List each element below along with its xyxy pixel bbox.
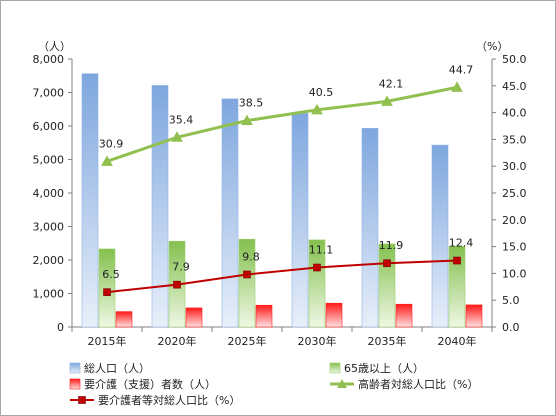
left-axis-tick-label: 2,000 <box>33 254 65 267</box>
bar-series-2 <box>308 239 326 328</box>
bar-series-2 <box>378 243 396 328</box>
legend-swatch <box>69 378 81 390</box>
left-axis-unit: （人） <box>38 40 71 53</box>
bar-series-1 <box>361 128 379 328</box>
right-axis-tick-label: 40.0 <box>502 107 527 120</box>
bar-series-2 <box>98 248 116 328</box>
legend: 総人口（人） 65歳以上（人） 要介護（支援）者数（人） 高齢者対総人口比（%） 要介護… <box>69 361 478 407</box>
line-series-1 <box>106 85 458 163</box>
right-axis-unit: （%） <box>476 40 508 53</box>
data-label: 35.4 <box>169 113 194 126</box>
left-axis-tick-label: 5,000 <box>33 154 65 167</box>
legend-label: 65歳以上（人） <box>344 362 424 375</box>
left-axis-tick-label: 6,000 <box>33 120 65 133</box>
bars <box>81 73 483 328</box>
square-marker <box>313 263 321 272</box>
x-axis-tick-label: 2025年 <box>228 334 267 348</box>
legend-swatch <box>69 362 81 374</box>
square-marker <box>243 270 251 279</box>
left-axis-tick-label: 4,000 <box>33 187 65 200</box>
lines <box>101 81 463 296</box>
x-axis-tick-label: 2030年 <box>298 334 337 348</box>
legend-label: 要介護（支援）者数（人） <box>84 377 216 391</box>
data-label: 9.8 <box>242 250 260 263</box>
bar-series-3 <box>185 307 203 328</box>
legend-label: 高齢者対総人口比（%） <box>358 377 478 391</box>
bar-series-3 <box>255 304 273 328</box>
right-axis-tick-label: 25.0 <box>502 187 527 200</box>
x-axis-tick-label: 2040年 <box>438 334 477 348</box>
triangle-marker <box>451 81 463 92</box>
legend-label: 要介護者等対総人口比（%） <box>98 393 240 407</box>
square-marker <box>103 288 111 296</box>
legend-label: 総人口（人） <box>84 361 150 375</box>
triangle-marker <box>241 114 253 126</box>
right-axis-tick-label: 5.0 <box>502 294 520 307</box>
bar-series-1 <box>291 112 309 328</box>
data-labels: 30.9 35.4 38.5 40.5 42.1 44.7 6.5 7.9 9.8 11.1 11.… <box>99 63 474 281</box>
right-axis-tick-label: 45.0 <box>502 80 527 93</box>
triangle-marker <box>171 131 183 142</box>
left-axis-tick-label: 7,000 <box>33 87 65 100</box>
left-axis-tick-label: 0 <box>57 321 64 334</box>
square-marker <box>173 280 181 289</box>
data-label: 7.9 <box>172 261 190 274</box>
x-axis-tick-label: 2020年 <box>158 334 197 348</box>
data-label: 40.5 <box>309 86 334 99</box>
data-label: 11.1 <box>309 244 334 257</box>
data-label: 44.7 <box>449 63 474 76</box>
triangle-marker <box>381 95 393 106</box>
right-axis-tick-label: 10.0 <box>502 267 527 280</box>
triangle-marker <box>311 103 323 115</box>
x-axis-tick-label: 2035年 <box>368 334 407 348</box>
square-marker <box>453 256 461 265</box>
bar-series-3 <box>325 302 343 328</box>
bar-series-2 <box>448 245 466 328</box>
right-axis-tick-label: 50.0 <box>502 53 527 66</box>
left-axis-tick-label: 1,000 <box>33 288 65 301</box>
right-axis-tick-label: 30.0 <box>502 160 527 173</box>
triangle-marker <box>101 155 113 166</box>
data-label: 12.4 <box>449 237 474 250</box>
legend-swatch <box>329 362 341 374</box>
data-label: 42.1 <box>379 77 404 90</box>
right-axis-tick-label: 15.0 <box>502 241 527 254</box>
line-series-2 <box>106 259 458 294</box>
left-axis-tick-label: 8,000 <box>33 53 65 66</box>
bar-series-1 <box>221 98 239 328</box>
bar-series-3 <box>465 304 483 328</box>
bar-series-3 <box>395 303 413 328</box>
data-label: 6.5 <box>102 268 120 281</box>
bar-series-1 <box>151 85 169 328</box>
left-axis-tick-label: 3,000 <box>33 221 65 234</box>
legend-marker <box>78 396 86 404</box>
bar-series-3 <box>115 311 133 328</box>
x-axis-tick-label: 2015年 <box>88 334 127 348</box>
data-label: 11.9 <box>379 239 404 252</box>
right-axis-tick-label: 20.0 <box>502 214 527 227</box>
data-label: 38.5 <box>239 97 264 110</box>
legend-marker <box>337 379 347 388</box>
square-marker <box>383 259 391 268</box>
bar-series-2 <box>238 238 256 328</box>
axes: 0 1,000 2,000 3,000 4,000 5,000 6,000 7,000 8,00… <box>33 53 527 348</box>
data-label: 30.9 <box>99 137 124 150</box>
right-axis-tick-label: 0.0 <box>502 321 520 334</box>
right-axis-tick-label: 35.0 <box>502 133 527 146</box>
bar-series-1 <box>81 73 99 328</box>
bar-series-1 <box>431 144 449 328</box>
